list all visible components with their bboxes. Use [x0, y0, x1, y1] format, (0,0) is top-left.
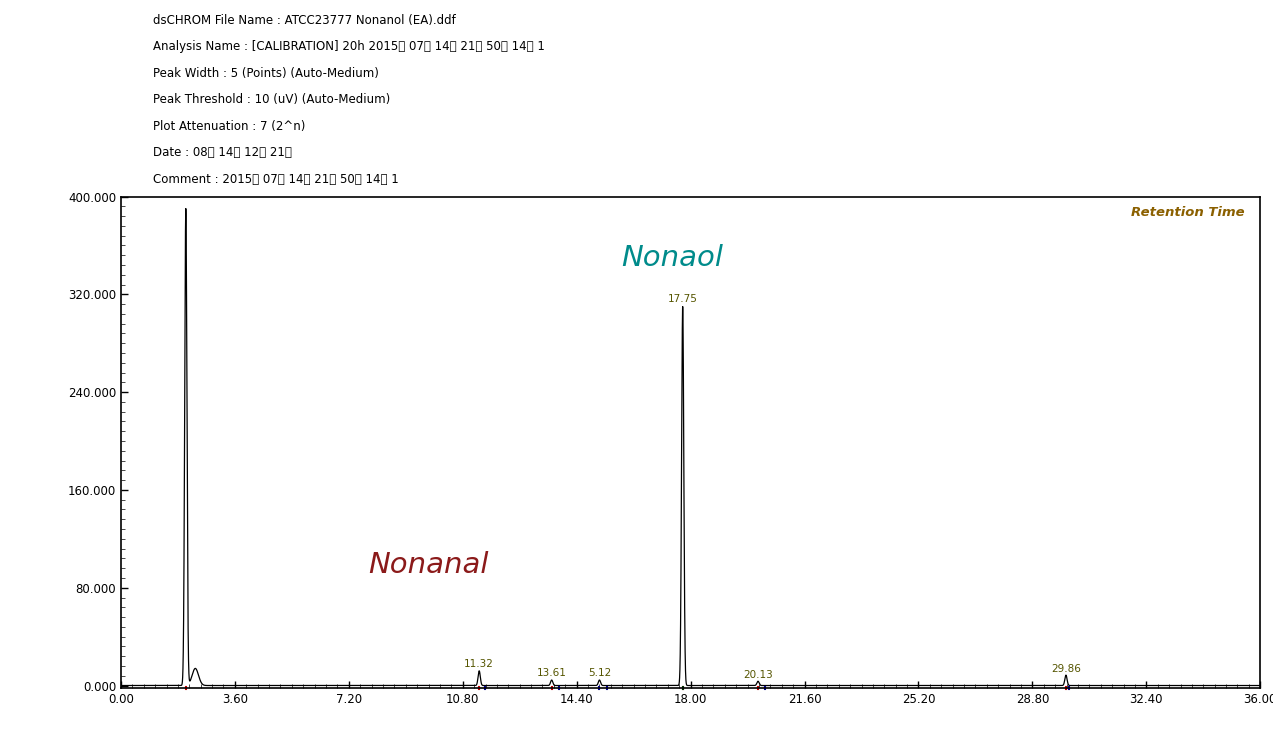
Text: 17.75: 17.75 — [668, 294, 698, 304]
Text: 13.61: 13.61 — [537, 668, 566, 678]
Text: dsCHROM File Name : ATCC23777 Nonanol (EA).ddf: dsCHROM File Name : ATCC23777 Nonanol (E… — [153, 14, 456, 26]
Text: Nonaol: Nonaol — [621, 244, 723, 272]
Text: Analysis Name : [CALIBRATION] 20h 2015년 07월 14일 21시 50분 14초 1: Analysis Name : [CALIBRATION] 20h 2015년 … — [153, 40, 545, 53]
Text: Date : 08월 14일 12시 21분: Date : 08월 14일 12시 21분 — [153, 147, 292, 160]
Text: 20.13: 20.13 — [743, 670, 773, 680]
Text: 29.86: 29.86 — [1051, 664, 1081, 674]
Text: Peak Threshold : 10 (uV) (Auto-Medium): Peak Threshold : 10 (uV) (Auto-Medium) — [153, 94, 390, 107]
Text: 11.32: 11.32 — [465, 659, 494, 669]
Text: Peak Width : 5 (Points) (Auto-Medium): Peak Width : 5 (Points) (Auto-Medium) — [153, 67, 378, 80]
Text: Comment : 2015년 07월 14일 21시 50분 14초 1: Comment : 2015년 07월 14일 21시 50분 14초 1 — [153, 173, 398, 186]
Text: Retention Time: Retention Time — [1130, 206, 1245, 219]
Text: Nonanal: Nonanal — [368, 551, 489, 579]
Text: 5.12: 5.12 — [588, 668, 611, 678]
Text: Plot Attenuation : 7 (2^n): Plot Attenuation : 7 (2^n) — [153, 120, 306, 133]
